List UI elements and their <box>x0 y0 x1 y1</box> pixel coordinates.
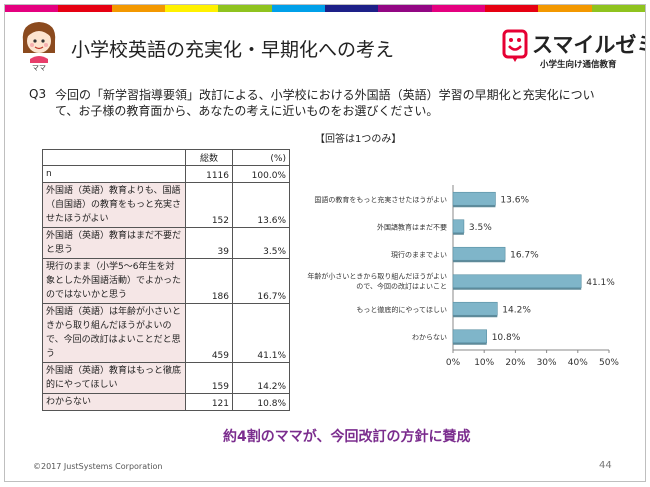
category-label: 年齢が小さいときから取り組んだほうがよいので、今回の改訂はよいこと <box>307 271 447 290</box>
table-row: 外国語（英語）は年齢が小さいときから取り組んだほうがよいので、今回の改訂はよいこ… <box>42 303 290 363</box>
category-label: わからない <box>412 333 447 341</box>
row-pct: 13.6% <box>232 182 290 228</box>
page-number: 44 <box>599 460 612 471</box>
value-label: 3.5% <box>469 223 492 233</box>
header-pct: (%) <box>232 149 290 166</box>
table-row: 外国語（英語）教育はまだ不要だと思う 39 3.5% <box>42 227 290 259</box>
table-row: 現行のまま（小学5～6年生を対象とした外国語活動）でよかったのではないかと思う … <box>42 258 290 304</box>
bar <box>452 274 582 289</box>
logo-text: スマイルゼミ <box>532 33 646 57</box>
table-row: わからない 121 10.8% <box>42 393 290 411</box>
row-count: 159 <box>185 362 233 394</box>
x-tick-label: 10% <box>474 358 494 368</box>
row-pct: 10.8% <box>232 393 290 411</box>
value-label: 16.7% <box>510 250 539 260</box>
conclusion-text: 約4割のママが、今回改訂の方針に賛成 <box>223 429 471 445</box>
stripe-segment <box>164 5 219 12</box>
x-tick-label: 30% <box>537 358 557 368</box>
stripe-segment <box>591 5 645 12</box>
row-count: 152 <box>185 182 233 228</box>
value-label: 14.2% <box>502 305 531 315</box>
logo-subtext: 小学生向け通信教育 <box>540 60 617 70</box>
category-label: もっと徹底的にやってほしい <box>356 305 447 314</box>
category-label: 現行のままでよい <box>391 250 447 259</box>
value-label: 41.1% <box>586 278 615 288</box>
stripe-segment <box>431 5 485 12</box>
smile-tablet-icon <box>502 29 528 62</box>
row-pct: 41.1% <box>232 303 290 363</box>
table-row: 外国語（英語）教育よりも、国語（自国語）の教育をもっと充実させたほうがよい 15… <box>42 182 290 228</box>
value-label: 10.8% <box>492 333 521 343</box>
table-row: n 1116 100.0% <box>42 165 290 183</box>
row-count: 39 <box>185 227 233 259</box>
stripe-segment <box>111 5 165 12</box>
bar <box>452 246 506 261</box>
header-count: 総数 <box>185 149 233 166</box>
x-tick-label: 40% <box>568 358 588 368</box>
page-title: 小学校英語の充実化・早期化への考え <box>71 39 395 61</box>
color-stripe <box>5 5 645 12</box>
mascot-label: ママ <box>32 64 46 71</box>
stripe-segment <box>538 5 592 12</box>
stripe-segment <box>484 5 539 12</box>
row-pct: 14.2% <box>232 362 290 394</box>
brand-logo: スマイルゼミ 小学生向け通信教育 <box>502 27 645 71</box>
value-label: 13.6% <box>500 195 529 205</box>
row-count: 121 <box>185 393 233 411</box>
row-pct: 16.7% <box>232 258 290 304</box>
stripe-segment <box>378 5 432 12</box>
row-pct: 3.5% <box>232 227 290 259</box>
question-text: 今回の「新学習指導要領」改訂による、小学校における外国語（英語）学習の早期化と充… <box>55 88 595 118</box>
bar <box>452 301 498 316</box>
row-label: n <box>42 165 186 183</box>
stripe-segment <box>58 5 112 12</box>
bar-chart: 0% 10% 20% 30% 40% 50% 国語の教育をもっと充実させたほうがよい 13.6… <box>307 185 619 368</box>
table-header-blank <box>42 149 186 166</box>
row-label: 外国語（英語）教育よりも、国語（自国語）の教育をもっと充実させたほうがよい <box>42 182 186 228</box>
mama-mascot-icon: ママ <box>22 22 56 71</box>
category-label: 外国語教育はまだ不要 <box>377 222 447 231</box>
table-row: 外国語（英語）教育はもっと徹底的にやってほしい 159 14.2% <box>42 362 290 394</box>
row-label: わからない <box>42 393 186 411</box>
row-label: 外国語（英語）は年齢が小さいときから取り組んだほうがよいので、今回の改訂はよいこ… <box>42 303 186 363</box>
row-label: 現行のまま（小学5～6年生を対象とした外国語活動）でよかったのではないかと思う <box>42 258 186 304</box>
row-count: 186 <box>185 258 233 304</box>
bar <box>452 219 465 234</box>
row-label: 外国語（英語）教育はまだ不要だと思う <box>42 227 186 259</box>
stripe-segment <box>5 5 59 12</box>
table-header-row: 総数 (%) <box>42 149 290 166</box>
copyright: ©2017 JustSystems Corporation <box>33 462 163 471</box>
x-tick-label: 20% <box>505 358 525 368</box>
bar <box>452 329 487 344</box>
row-count: 459 <box>185 303 233 363</box>
category-label: 国語の教育をもっと充実させたほうがよい <box>314 195 447 204</box>
row-label: 外国語（英語）教育はもっと徹底的にやってほしい <box>42 362 186 394</box>
stripe-segment <box>218 5 272 12</box>
slide: ママ 小学校英語の充実化・早期化への考え スマイルゼミ 小学生向け通信教育 Q3… <box>4 4 646 482</box>
bar <box>452 191 496 206</box>
stripe-segment <box>324 5 379 12</box>
x-tick-label: 50% <box>599 358 619 368</box>
question-number: Q3 <box>29 87 47 101</box>
stripe-segment <box>271 5 325 12</box>
row-pct: 100.0% <box>232 165 290 183</box>
row-count: 1116 <box>185 165 233 183</box>
x-tick-label: 0% <box>446 358 461 368</box>
results-table: 総数 (%) n 1116 100.0% 外国語（英語）教育よりも、国語（自国語… <box>42 149 290 411</box>
answer-note: 【回答は1つのみ】 <box>315 134 402 145</box>
